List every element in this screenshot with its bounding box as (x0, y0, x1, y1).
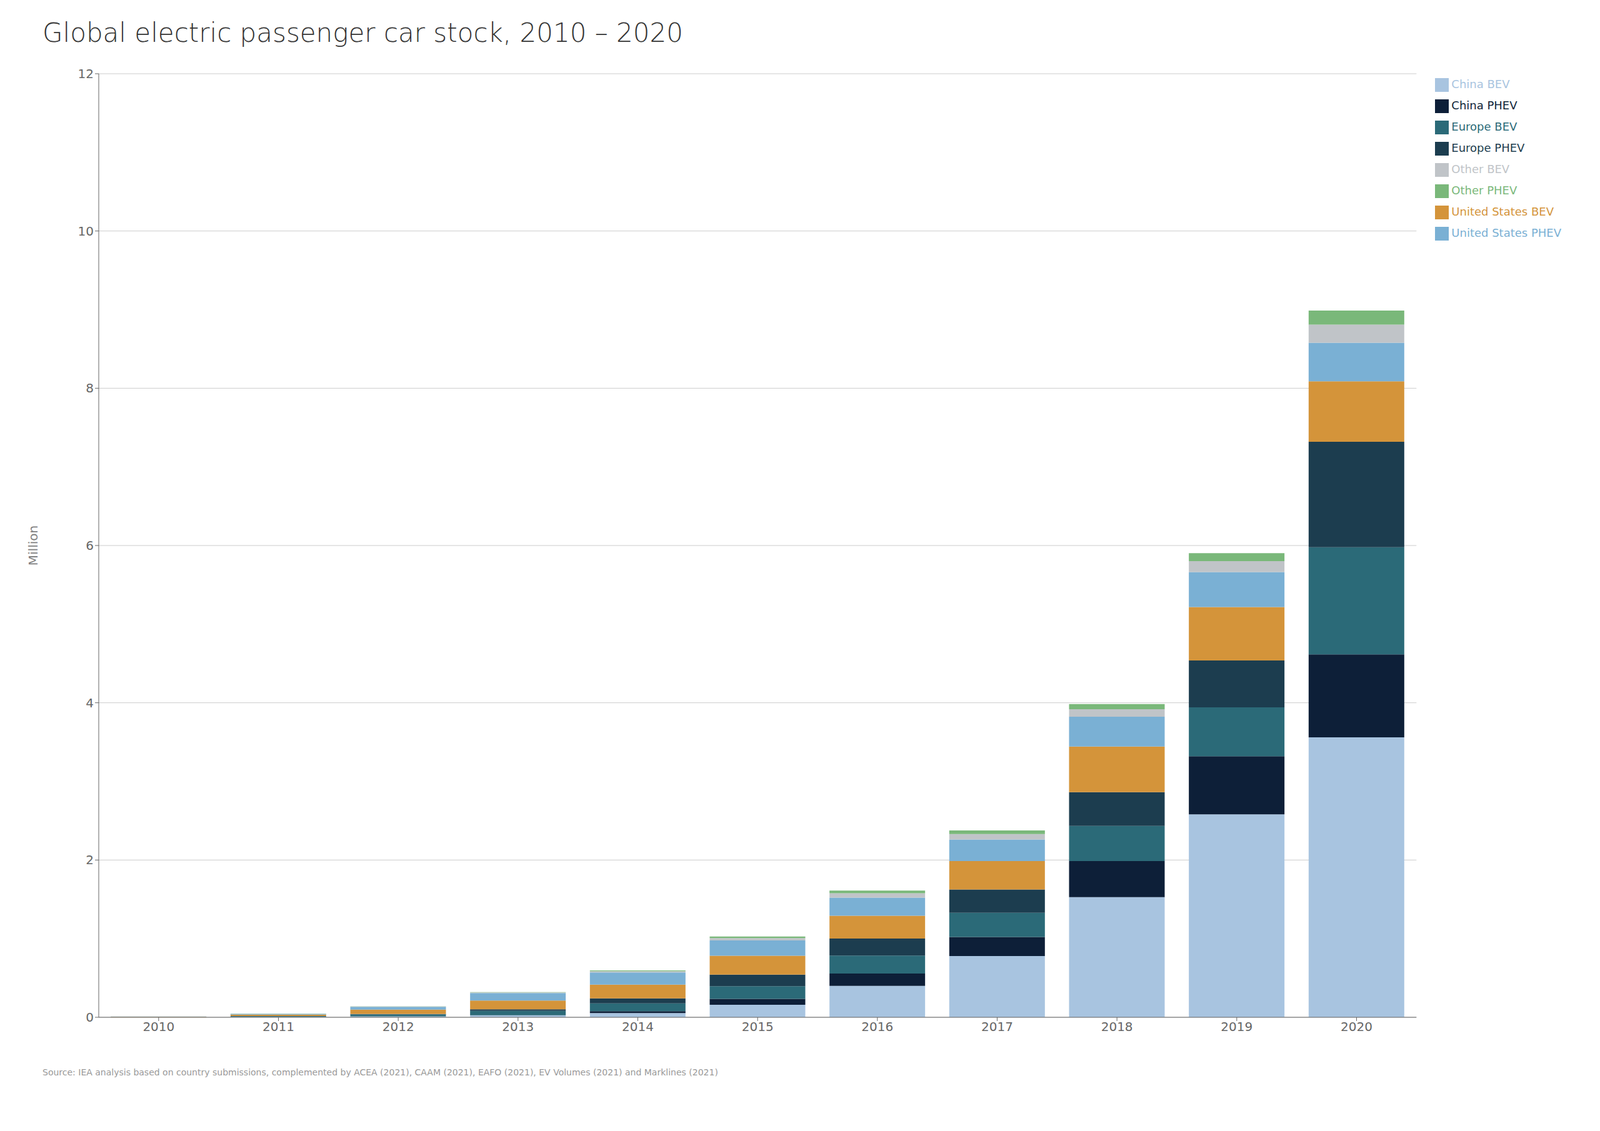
svg-text:2019: 2019 (1220, 1020, 1253, 1035)
svg-text:6: 6 (85, 538, 94, 554)
svg-text:2018: 2018 (1101, 1020, 1134, 1035)
svg-text:2020: 2020 (1340, 1020, 1373, 1035)
svg-text:2016: 2016 (861, 1020, 894, 1035)
html-text:Source: IEA analysis based on: Source: IEA analysis based on country su… (42, 1067, 718, 1078)
html-text:Other BEV: Other BEV (1451, 162, 1510, 176)
svg-text:2014: 2014 (621, 1020, 654, 1035)
svg-text:2013: 2013 (501, 1020, 534, 1035)
svg-text:2015: 2015 (741, 1020, 774, 1035)
svg-text:8: 8 (85, 381, 94, 397)
svg-text:2017: 2017 (981, 1020, 1014, 1035)
svg-text:0: 0 (85, 1010, 94, 1025)
html-text:Europe BEV: Europe BEV (1451, 120, 1518, 134)
svg-text:12: 12 (78, 66, 94, 82)
html-text:Global electric passenger car: Global electric passenger car stock, 201… (42, 17, 684, 49)
svg-text:2010: 2010 (142, 1020, 175, 1035)
html-text:Other PHEV: Other PHEV (1451, 184, 1517, 198)
html-text:United States BEV: United States BEV (1451, 205, 1554, 219)
html-text:China BEV: China BEV (1451, 77, 1510, 91)
svg-text:2: 2 (85, 853, 94, 869)
html-text:China PHEV: China PHEV (1451, 99, 1518, 113)
html-text:Europe PHEV: Europe PHEV (1451, 141, 1525, 155)
svg-text:2011: 2011 (262, 1020, 295, 1035)
svg-text:4: 4 (85, 695, 94, 711)
svg-text:2012: 2012 (382, 1020, 415, 1035)
svg-text:10: 10 (78, 223, 94, 239)
html-text:United States PHEV: United States PHEV (1451, 226, 1562, 240)
svg-text:Million: Million (25, 525, 41, 566)
